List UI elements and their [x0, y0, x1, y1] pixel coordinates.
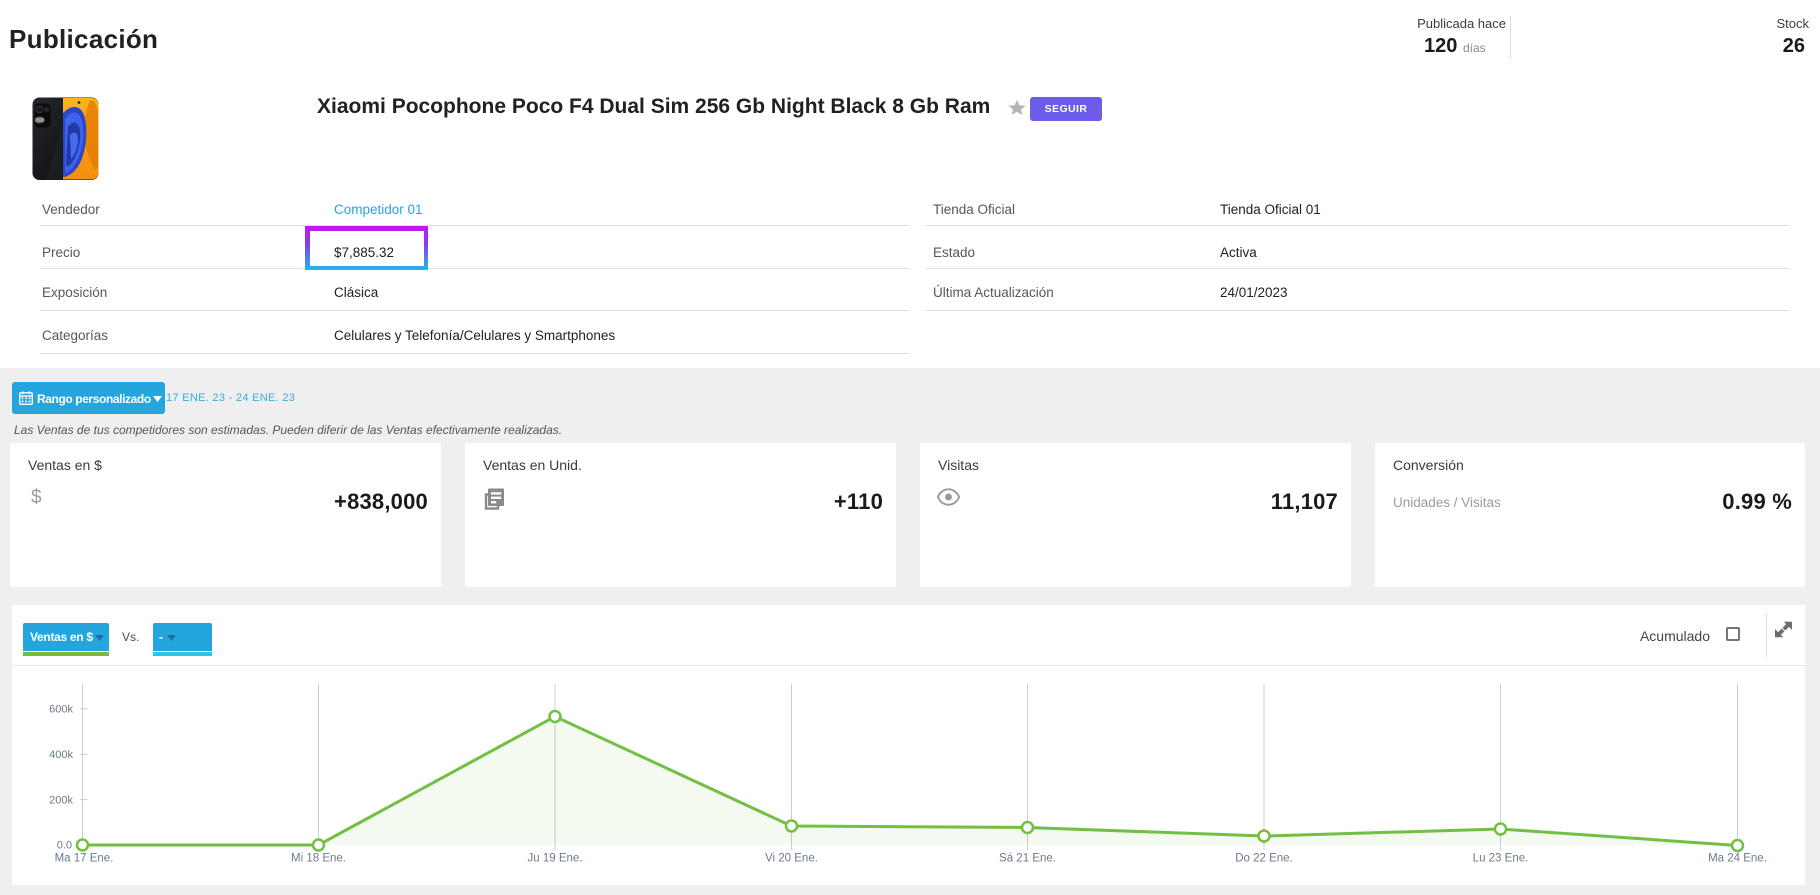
svg-text:Do 22 Ene.: Do 22 Ene. [1235, 853, 1293, 865]
svg-text:Ma 24 Ene.: Ma 24 Ene. [1708, 853, 1767, 865]
svg-text:Ma 17 Ene.: Ma 17 Ene. [55, 853, 114, 865]
svg-text:200k: 200k [49, 794, 73, 806]
svg-text:Sá 21 Ene.: Sá 21 Ene. [999, 853, 1056, 865]
svg-text:Mi 18 Ene.: Mi 18 Ene. [291, 853, 346, 865]
svg-text:Ju 19 Ene.: Ju 19 Ene. [528, 853, 583, 865]
svg-text:Lu 23 Ene.: Lu 23 Ene. [1473, 853, 1529, 865]
svg-text:600k: 600k [49, 704, 73, 716]
svg-text:0.0: 0.0 [57, 840, 72, 852]
svg-text:400k: 400k [49, 749, 73, 761]
svg-text:Vi 20 Ene.: Vi 20 Ene. [765, 853, 818, 865]
